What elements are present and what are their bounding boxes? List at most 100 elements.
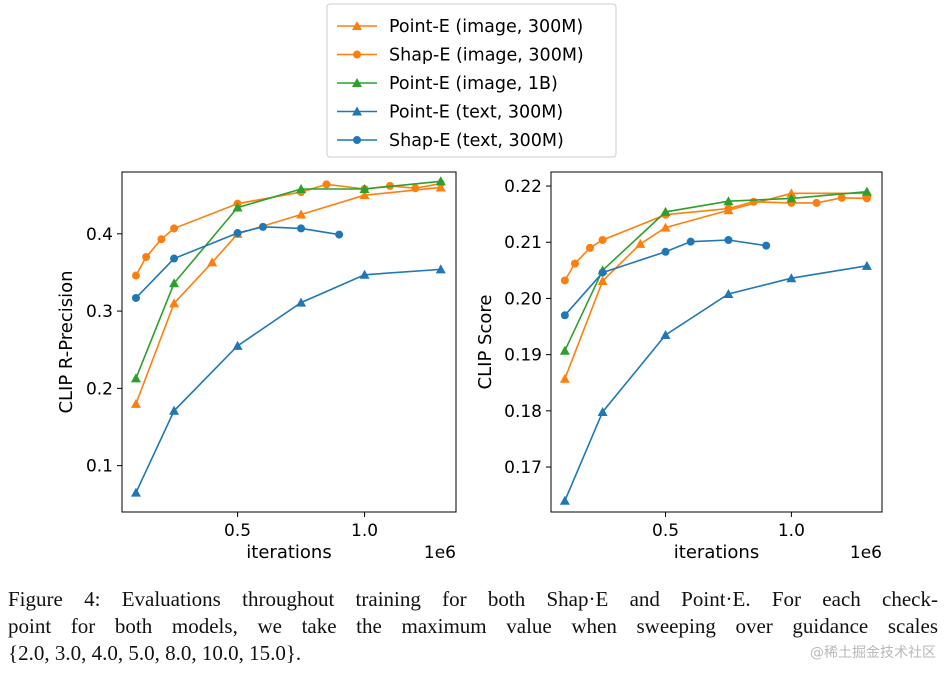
y-tick-label: 0.3 — [86, 302, 113, 322]
x-axis-label: iterations — [246, 542, 331, 563]
data-point — [130, 373, 141, 383]
data-point — [560, 311, 569, 320]
data-point — [660, 206, 671, 216]
data-point — [296, 184, 307, 193]
data-point — [169, 278, 180, 288]
series-line — [135, 182, 441, 276]
series-point-e-image-300m — [559, 188, 872, 383]
data-point — [359, 184, 370, 193]
data-point — [598, 236, 607, 244]
data-point — [660, 222, 671, 232]
chart-clip-score: 0.5 1.0 0.17 0.18 0.19 0.20 0.21 0.22 iterations… — [475, 171, 883, 563]
data-point — [142, 253, 151, 261]
series-line — [564, 190, 867, 352]
series-line — [135, 180, 441, 379]
data-point — [786, 273, 797, 283]
y-tick-label: 0.1 — [86, 457, 113, 477]
y-tick-label: 0.21 — [504, 233, 542, 253]
data-point — [359, 190, 370, 200]
data-point — [597, 276, 608, 286]
data-point — [786, 193, 797, 203]
y-tick-label: 0.2 — [86, 379, 113, 399]
data-point — [837, 193, 846, 202]
figure-caption: Figure 4: Evaluations throughout trainin… — [8, 586, 938, 667]
data-point — [570, 259, 579, 268]
legend-entry-shap-e-text-300m: Shap-E (text, 300M) — [337, 131, 564, 151]
legend-marker — [353, 136, 361, 144]
data-point — [130, 398, 141, 408]
data-point — [233, 229, 242, 238]
series-shap-e-image-300m — [131, 179, 445, 280]
series-point-e-text-300m — [559, 260, 872, 505]
data-point — [322, 180, 331, 189]
data-point — [660, 329, 671, 339]
y-tick-label: 0.20 — [504, 289, 542, 309]
series-point-e-text-300m — [130, 264, 446, 497]
data-point — [359, 269, 370, 279]
y-tick-label: 0.17 — [504, 458, 542, 478]
series-line — [135, 186, 441, 405]
x-offset-label: 1e6 — [850, 543, 882, 563]
y-tick-label: 0.18 — [504, 402, 542, 422]
legend-entry-point-e-image-1b: Point-E (image, 1B) — [337, 74, 558, 94]
series-shap-e-text-300m — [131, 222, 344, 302]
data-point — [169, 405, 180, 415]
data-point — [170, 254, 179, 263]
y-axis-label: CLIP R-Precision — [56, 270, 77, 413]
data-point — [131, 271, 140, 280]
data-point — [786, 188, 797, 198]
data-point — [296, 209, 307, 219]
series-line — [564, 265, 868, 502]
y-tick-label: 0.22 — [504, 177, 542, 197]
series-point-e-image-1b — [130, 176, 446, 383]
x-tick-label: 0.5 — [224, 521, 251, 541]
series-line — [564, 239, 767, 316]
data-point — [586, 243, 595, 252]
x-tick-label: 1.0 — [778, 521, 805, 541]
legend-marker — [352, 78, 362, 87]
legend-label: Point-E (image, 300M) — [389, 17, 583, 37]
data-point — [232, 340, 243, 350]
data-point — [749, 197, 758, 206]
data-point — [724, 236, 733, 244]
caption-line-3: {2.0, 3.0, 4.0, 5.0, 8.0, 10.0, 15.0}. — [8, 641, 302, 665]
legend-label: Point-E (image, 1B) — [389, 74, 558, 94]
series-line — [135, 226, 340, 299]
x-offset-label: 1e6 — [424, 543, 456, 563]
data-point — [686, 237, 695, 246]
series-shap-e-image-300m — [560, 193, 871, 285]
legend-label: Point-E (text, 300M) — [389, 103, 563, 123]
x-tick-label: 1.0 — [351, 521, 378, 541]
legend-entry-point-e-text-300m: Point-E (text, 300M) — [337, 103, 563, 123]
data-point — [131, 293, 140, 302]
data-point — [597, 406, 608, 416]
data-point — [207, 257, 218, 267]
y-tick-label: 0.19 — [504, 346, 542, 366]
series-line — [135, 268, 441, 494]
x-axis-label: iterations — [674, 542, 759, 563]
data-point — [411, 184, 420, 193]
data-point — [297, 224, 306, 233]
data-point — [723, 196, 734, 206]
axes-frame — [550, 171, 883, 513]
x-tick-label: 0.5 — [652, 521, 679, 541]
caption-line-2: point for both models, we take the maxim… — [8, 614, 938, 638]
legend-entry-point-e-image-300m: Point-E (image, 300M) — [337, 17, 583, 37]
data-point — [157, 235, 166, 244]
caption-line-1: Figure 4: Evaluations throughout trainin… — [8, 587, 938, 611]
legend-entry-shap-e-image-300m: Shap-E (image, 300M) — [337, 46, 584, 66]
legend-frame — [326, 3, 617, 158]
data-point — [232, 202, 243, 212]
data-point — [335, 230, 344, 239]
series-line — [564, 197, 867, 281]
data-point — [560, 276, 569, 285]
legend-marker — [353, 50, 361, 59]
data-point — [762, 241, 771, 250]
data-point — [435, 264, 446, 274]
series-shap-e-text-300m — [560, 236, 771, 320]
chart-clip-r-precision: 0.5 1.0 0.1 0.2 0.3 0.4 iterations 1e6 CLIP R-Pr… — [56, 171, 457, 563]
data-point — [130, 487, 141, 497]
legend: Point-E (image, 300M) Shap-E (image, 300M… — [326, 3, 617, 158]
data-point — [559, 373, 570, 383]
